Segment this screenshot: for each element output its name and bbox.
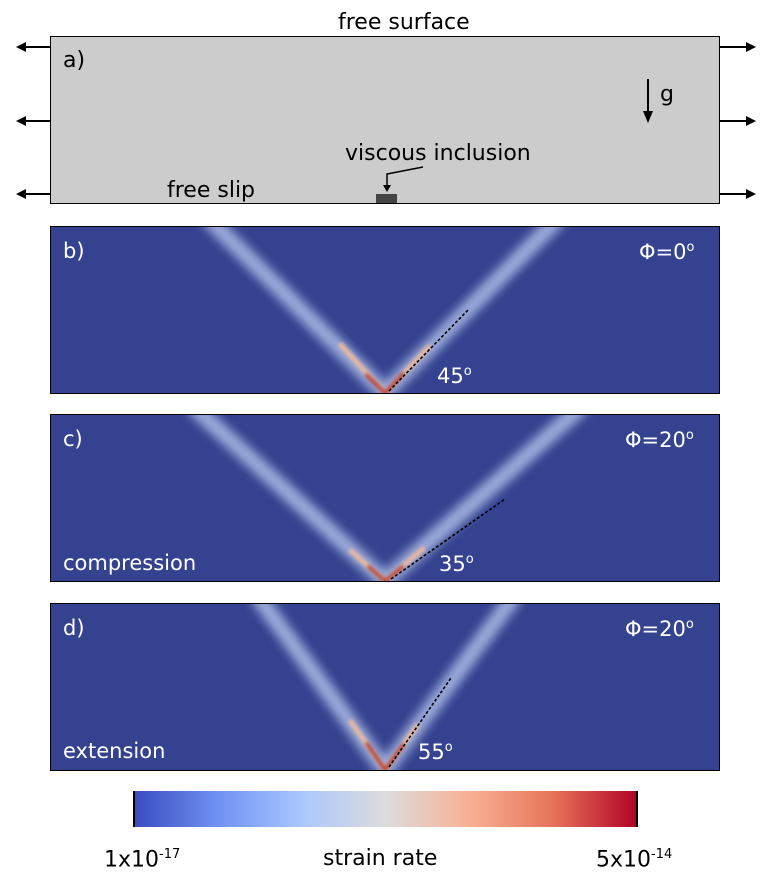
colorbar-min-label: 1x10-17 — [104, 847, 181, 873]
angle-label-b: 45o — [437, 364, 472, 388]
panel-b-label: b) — [63, 239, 85, 263]
gravity-label: g — [660, 82, 674, 107]
extension-arrows — [16, 42, 756, 199]
angle-guide-55 — [388, 677, 452, 768]
colorbar — [133, 791, 638, 827]
angle-label-c: 35o — [439, 552, 474, 576]
phi-label-b: Φ=0o — [639, 240, 695, 264]
strain-rate-panel-phi-0: b) Φ=0o 45o — [50, 226, 720, 394]
angle-guide-35 — [390, 498, 506, 580]
strain-rate-panel-extension: d) Φ=20o extension 55o — [50, 603, 720, 771]
panel-a-annotations — [376, 79, 653, 203]
panel-a-label: a) — [63, 48, 86, 73]
inclusion-pointer-icon — [383, 166, 424, 192]
angle-guide-45 — [388, 308, 470, 392]
compression-label: compression — [63, 551, 197, 575]
free-slip-label: free slip — [167, 178, 256, 203]
angle-label-d: 55o — [418, 740, 453, 764]
shear-bands-b — [205, 227, 562, 393]
free-surface-label: free surface — [338, 10, 470, 35]
left-arrow-middle-icon — [16, 116, 50, 126]
model-setup-panel: a) g viscous inclusion free slip — [50, 36, 720, 204]
gravity-arrow-icon — [643, 79, 653, 123]
right-arrow-top-icon — [720, 42, 756, 52]
shear-bands-d — [253, 604, 519, 770]
phi-label-d: Φ=20o — [625, 617, 694, 641]
extension-label: extension — [63, 739, 166, 763]
panel-d-label: d) — [63, 616, 85, 640]
left-arrow-bottom-icon — [16, 189, 50, 199]
right-arrow-middle-icon — [720, 116, 756, 126]
colorbar-max-label: 5x10-14 — [596, 847, 673, 873]
shear-bands-c — [190, 415, 585, 581]
right-arrow-bottom-icon — [720, 189, 756, 199]
left-arrow-top-icon — [16, 42, 50, 52]
viscous-inclusion-label: viscous inclusion — [345, 141, 531, 166]
panel-c-label: c) — [63, 427, 83, 451]
colorbar-title: strain rate — [323, 846, 438, 871]
viscous-inclusion-block — [376, 194, 397, 203]
strain-rate-panel-compression: c) Φ=20o compression 35o — [50, 414, 720, 582]
phi-label-c: Φ=20o — [625, 428, 694, 452]
